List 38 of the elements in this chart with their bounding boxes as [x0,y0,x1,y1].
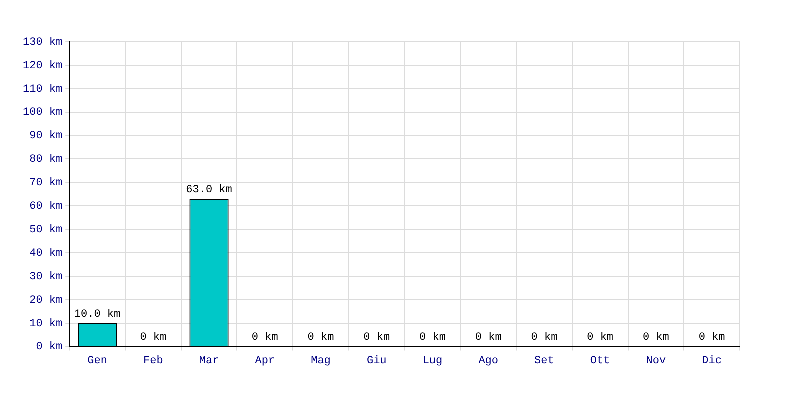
y-tick-label: 80 km [30,154,63,166]
x-tick-label: Ott [590,355,610,368]
x-tick-label: Giu [366,355,387,368]
y-tick-label: 100 km [22,107,63,120]
data-label: 0 km [698,332,726,344]
y-tick-label: 10 km [30,318,63,330]
y-tick-label: 120 km [22,60,63,72]
data-label: 0 km [252,332,279,344]
y-tick-label: 40 km [30,248,63,260]
data-label: 0 km [531,332,558,344]
data-label: 0 km [475,332,502,344]
x-tick-label: Mar [199,355,220,368]
x-tick-label: Nov [646,355,666,368]
x-tick-label: Set [534,355,554,368]
x-tick-label: Ago [478,355,499,368]
data-label: 0 km [587,332,614,344]
x-tick-label: Apr [255,355,276,368]
y-tick-label: 70 km [30,178,63,190]
data-label: 63.0 km [186,184,233,196]
y-tick-label: 130 km [22,36,63,49]
x-tick-label: Feb [144,355,164,368]
y-tick-label: 0 km [36,342,64,354]
data-label: 0 km [420,332,446,344]
data-label: 0 km [308,332,335,344]
data-label: 0 km [643,332,670,344]
y-tick-label: 50 km [30,224,63,236]
y-tick-label: 90 km [30,130,63,143]
y-tick-label: 20 km [30,294,63,307]
x-tick-label: Gen [88,355,108,368]
x-tick-label: Mag [311,355,331,368]
y-tick-label: 110 km [22,84,63,96]
y-tick-label: 30 km [30,271,63,284]
data-label: 0 km [364,332,390,344]
data-label: 0 km [140,332,168,344]
x-tick-label: Lug [422,355,443,368]
x-tick-label: Dic [702,355,722,368]
data-label: 10.0 km [74,308,122,321]
y-tick-label: 60 km [30,201,63,214]
